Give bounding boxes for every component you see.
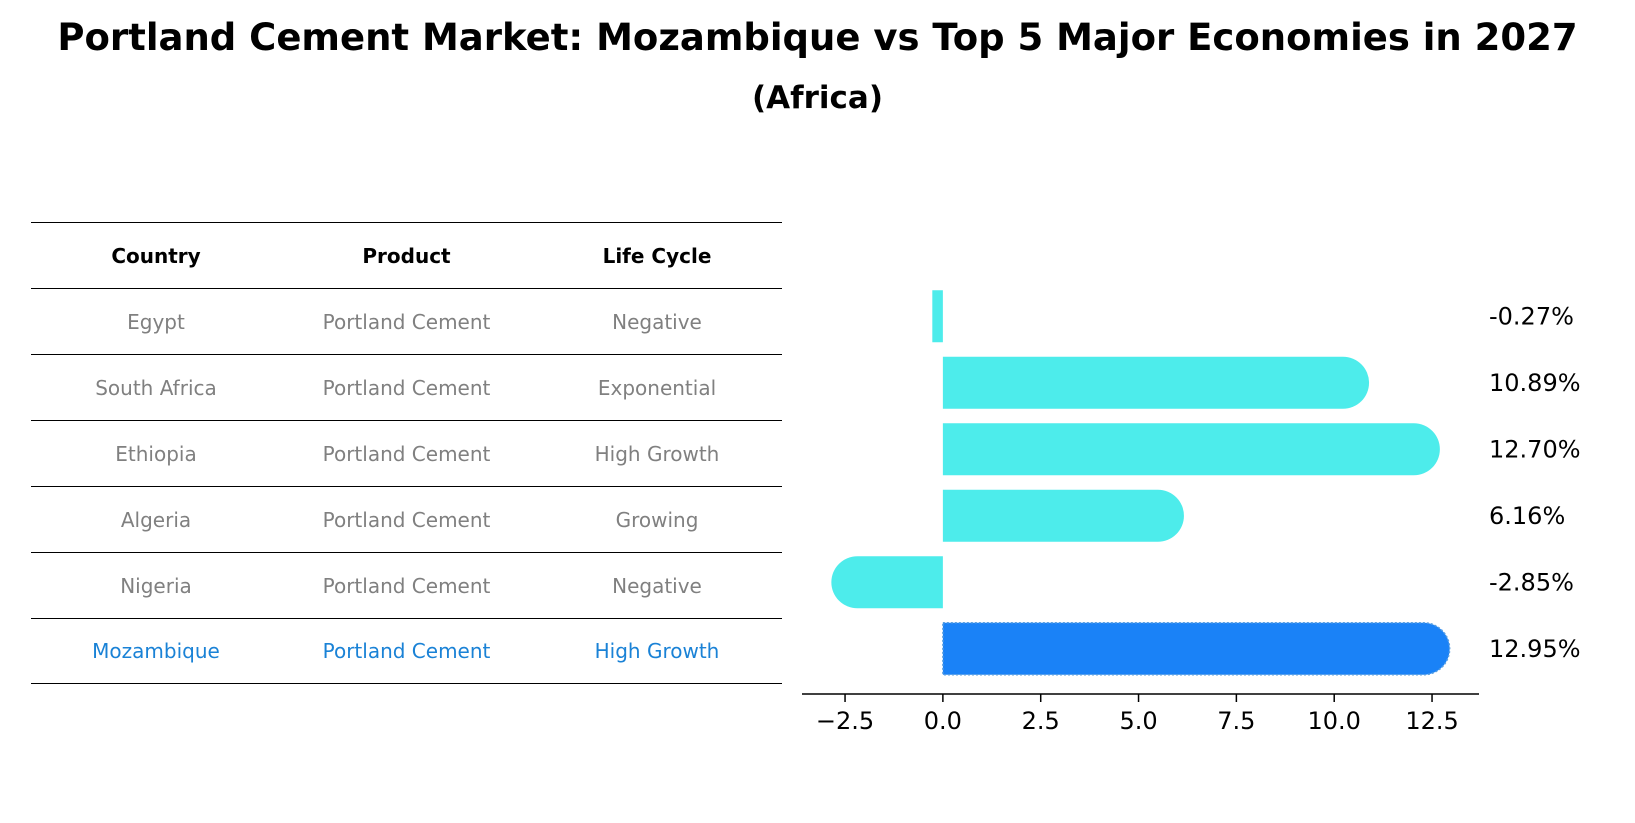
chart-title: Portland Cement Market: Mozambique vs To… (57, 16, 1578, 59)
cell-country: Nigeria (120, 573, 192, 598)
cell-product: Portland Cement (322, 441, 491, 466)
header-country: Country (111, 243, 201, 268)
cell-product: Portland Cement (322, 573, 491, 598)
x-tick-label: 0.0 (924, 707, 962, 735)
cell-product: Portland Cement (322, 507, 491, 532)
table-header-row: Country Product Life Cycle (31, 222, 782, 288)
table-row: Nigeria Portland Cement Negative (31, 552, 782, 618)
cell-product: Portland Cement (322, 639, 491, 663)
table-row: Egypt Portland Cement Negative (31, 288, 782, 354)
x-tick-label: 10.0 (1307, 707, 1360, 735)
bar-south-africa (942, 356, 1370, 409)
cell-country: Ethiopia (115, 441, 197, 466)
cell-life-cycle: Exponential (597, 375, 717, 400)
header-product: Product (362, 243, 451, 268)
table-row-highlighted: Mozambique Portland Cement High Growth (31, 618, 782, 684)
value-label: -2.85% (1489, 568, 1574, 596)
chart-subtitle: (Africa) (751, 80, 884, 116)
value-label: 12.95% (1489, 635, 1581, 663)
x-tick-label: 7.5 (1217, 707, 1255, 735)
header-life-cycle: Life Cycle (602, 243, 712, 268)
bar-mozambique (942, 622, 1451, 676)
cell-country: Mozambique (92, 639, 220, 663)
bar-ethiopia (942, 423, 1440, 476)
cell-product: Portland Cement (322, 309, 491, 334)
value-label: 10.89% (1489, 369, 1581, 397)
cell-country: Egypt (127, 309, 185, 334)
value-label: -0.27% (1489, 302, 1574, 330)
value-label: 12.70% (1489, 435, 1581, 463)
cell-country: Algeria (120, 507, 192, 532)
value-label: 6.16% (1489, 502, 1565, 530)
cell-life-cycle: Negative (612, 309, 702, 334)
table-row: Algeria Portland Cement Growing (31, 486, 782, 552)
cell-life-cycle: Growing (615, 507, 699, 532)
data-table: Country Product Life Cycle Egypt Portlan… (31, 222, 782, 684)
x-tick-label: 5.0 (1119, 707, 1157, 735)
cell-life-cycle: Negative (612, 573, 702, 598)
bar-algeria (942, 489, 1184, 542)
bar-egypt (932, 290, 943, 343)
x-tick-label: 2.5 (1022, 707, 1060, 735)
cell-life-cycle: High Growth (594, 639, 720, 663)
cell-life-cycle: High Growth (594, 441, 720, 466)
table-row: Ethiopia Portland Cement High Growth (31, 420, 782, 486)
table-row: South Africa Portland Cement Exponential (31, 354, 782, 420)
cell-product: Portland Cement (322, 375, 491, 400)
bar-nigeria (831, 556, 943, 609)
cell-country: South Africa (95, 375, 217, 400)
x-tick-label: 12.5 (1405, 707, 1458, 735)
x-tick-label: −2.5 (816, 707, 874, 735)
